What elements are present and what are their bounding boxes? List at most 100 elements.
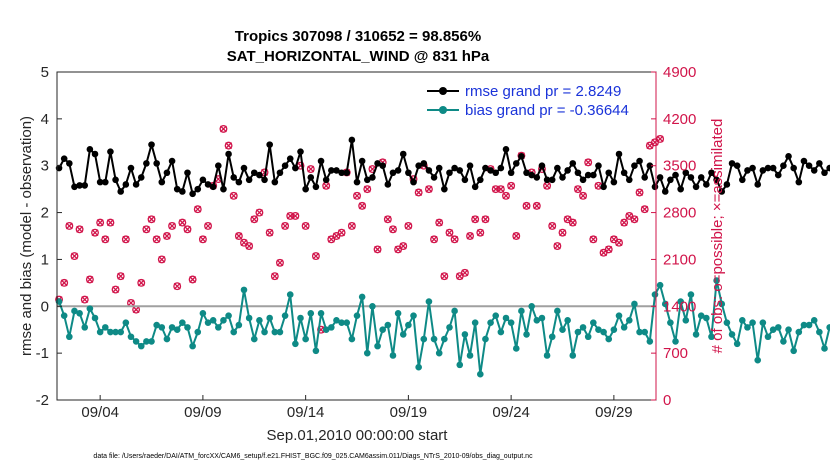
obs-possible-point: [101, 235, 110, 244]
bias-point: [656, 281, 664, 289]
obs-possible-point: [152, 235, 161, 244]
left-tick-label: 0: [41, 298, 49, 315]
obs-assimilated-point: [322, 182, 330, 190]
rmse-point: [615, 150, 623, 158]
obs-assimilated-point: [189, 276, 197, 283]
obs-assimilated-point: [163, 232, 171, 240]
rmse-point: [795, 178, 803, 186]
rmse-point: [420, 160, 428, 167]
obs-assimilated-point: [584, 158, 592, 166]
rmse-point: [101, 178, 109, 186]
bias-point: [661, 300, 669, 308]
bias-point: [266, 314, 273, 322]
rmse-point: [790, 164, 797, 172]
rmse-point: [518, 153, 525, 160]
bias-point: [728, 331, 736, 338]
rmse-point: [620, 169, 628, 177]
rmse-point: [564, 167, 571, 174]
bias-point: [209, 317, 217, 324]
bias-point: [297, 314, 304, 322]
bias-point: [456, 361, 464, 369]
bias-point: [692, 331, 700, 338]
rmse-point: [625, 176, 633, 184]
bias-point: [466, 352, 474, 359]
right-axis-ticks: 0 700 1400 2100 2800 3500 4200 4900: [651, 64, 696, 409]
rmse-point: [554, 164, 561, 172]
rmse-point: [374, 160, 381, 167]
legend-rmse-label: rmse grand pr = 2.8249: [465, 83, 621, 100]
bias-point: [143, 338, 150, 345]
obs-possible-point: [491, 185, 500, 194]
bias-point: [718, 300, 726, 308]
x-tick-label: 09/04: [81, 404, 119, 421]
obs-assimilated-point: [148, 215, 155, 223]
obs-assimilated-point: [615, 239, 623, 247]
bias-point: [307, 310, 315, 317]
obs-possible-point: [522, 201, 531, 210]
obs-possible-point: [255, 208, 264, 217]
bias-point: [759, 319, 767, 326]
rmse-point: [86, 146, 94, 153]
rmse-point: [317, 157, 325, 165]
bias-point: [697, 312, 705, 319]
obs-possible-point: [168, 222, 177, 230]
obs-possible-point: [440, 272, 449, 281]
obs-assimilated-point: [476, 229, 484, 237]
rmse-point: [661, 188, 669, 195]
bias-series-group: [55, 277, 830, 378]
obs-assimilated-point: [574, 185, 582, 193]
bias-point: [538, 314, 546, 322]
obs-assimilated-point: [281, 222, 289, 230]
rmse-point: [307, 174, 315, 181]
bias-point: [805, 321, 813, 329]
obs-possible-point: [553, 242, 562, 250]
right-tick-label: 1400: [663, 298, 696, 315]
rmse-point: [548, 176, 556, 184]
rmse-point: [697, 174, 705, 181]
obs-assimilated-point: [507, 182, 515, 190]
bias-point: [132, 338, 140, 345]
bias-point: [281, 312, 289, 319]
bias-point: [492, 312, 500, 319]
bias-point: [81, 324, 89, 331]
rmse-point: [703, 181, 710, 188]
obs-possible-point: [183, 225, 192, 234]
bias-point: [543, 352, 551, 359]
obs-possible-point: [363, 185, 372, 194]
bias-point: [60, 312, 68, 319]
obs-possible-point: [111, 285, 120, 294]
obs-possible-point: [116, 272, 125, 281]
rmse-point: [785, 153, 792, 160]
rmse-point: [122, 181, 130, 188]
obs-assimilated-point: [620, 219, 628, 227]
obs-possible-point: [178, 218, 187, 227]
obs-assimilated-point: [348, 222, 356, 230]
bias-point: [749, 319, 756, 326]
rmse-point: [328, 167, 335, 174]
obs-possible-point: [630, 215, 639, 224]
rmse-point: [338, 169, 345, 177]
obs-possible-point: [399, 242, 408, 250]
bias-point: [754, 356, 762, 364]
obs-possible-point: [60, 278, 69, 287]
bias-point: [220, 317, 227, 324]
rmse-point: [245, 176, 253, 184]
obs-possible-point: [245, 242, 254, 250]
bias-point: [76, 310, 83, 317]
obs-possible-point: [424, 185, 433, 194]
bias-point: [774, 324, 782, 331]
rmse-point: [636, 157, 643, 165]
bias-point: [405, 321, 412, 329]
obs-assimilated-point: [466, 232, 474, 240]
bias-point: [687, 291, 695, 298]
bias-point: [677, 298, 684, 305]
bias-point: [194, 328, 202, 336]
obs-assimilated-point: [440, 272, 448, 280]
rmse-point: [826, 164, 830, 172]
obs-possible-point: [291, 211, 300, 220]
bias-point: [482, 335, 489, 343]
bias-point: [446, 324, 453, 331]
rmse-point: [595, 162, 602, 170]
obs-assimilated-point: [415, 189, 423, 196]
obs-possible-point: [173, 282, 182, 291]
